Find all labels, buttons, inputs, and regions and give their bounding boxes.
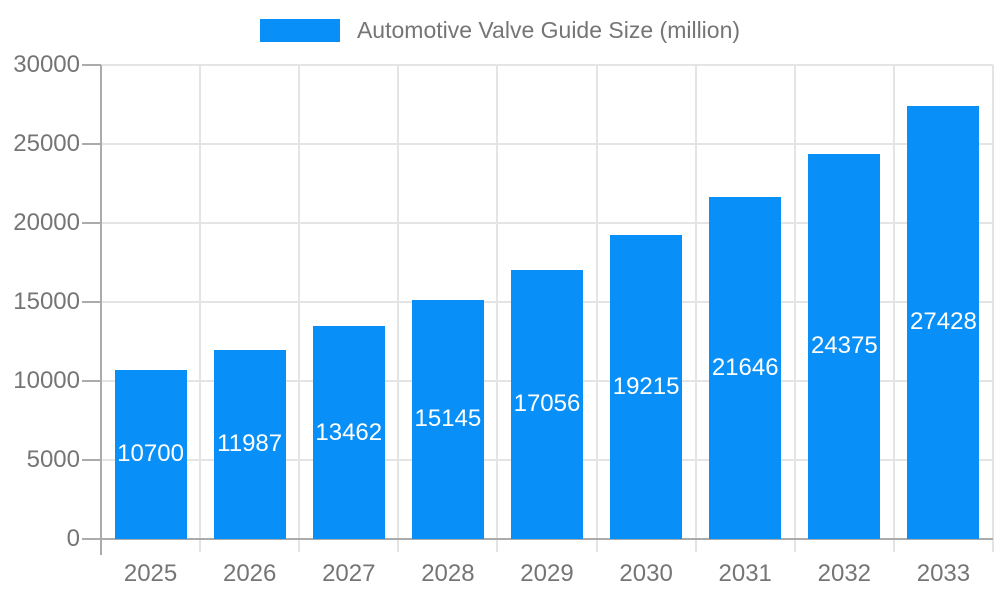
bar-2025 <box>114 369 187 539</box>
bar-value-label: 27428 <box>910 308 977 336</box>
x-tick-label: 2025 <box>123 560 178 587</box>
legend-label: Automotive Valve Guide Size (million) <box>356 17 741 43</box>
h-gridline <box>101 143 993 145</box>
y-tick <box>82 459 101 461</box>
bar-2027 <box>312 326 385 539</box>
h-gridline <box>101 222 993 224</box>
bar-value-label: 19215 <box>612 373 680 401</box>
y-tick-label: 30000 <box>13 51 80 78</box>
legend-swatch-icon <box>259 19 340 42</box>
bar-2026 <box>213 349 286 539</box>
bar-2032 <box>808 153 881 539</box>
v-gridline <box>793 65 796 552</box>
bar-value-label: 11987 <box>217 430 283 458</box>
v-gridline <box>298 65 301 552</box>
y-tick-label: 20000 <box>13 209 80 236</box>
bar-2030 <box>610 235 683 539</box>
y-tick <box>82 143 101 145</box>
v-gridline <box>199 65 202 552</box>
legend-item[interactable]: Automotive Valve Guide Size (million) <box>259 17 741 44</box>
y-tick-label: 0 <box>66 525 80 552</box>
bar-value-label: 10700 <box>117 440 184 468</box>
x-tick-label: 2032 <box>817 560 872 587</box>
y-tick <box>82 380 101 382</box>
x-tick-label: 2030 <box>619 560 673 587</box>
v-gridline <box>595 65 598 552</box>
y-tick <box>82 301 101 303</box>
x-axis-line <box>101 538 993 540</box>
y-tick-label: 10000 <box>13 367 80 394</box>
y-tick-label: 15000 <box>13 288 80 315</box>
y-tick-label: 5000 <box>26 446 80 473</box>
x-tick-label: 2026 <box>222 560 277 587</box>
v-gridline <box>397 65 400 552</box>
y-axis-line <box>100 65 102 555</box>
y-tick-label: 25000 <box>13 130 80 157</box>
legend: Automotive Valve Guide Size (million) <box>0 17 1000 44</box>
v-gridline <box>892 65 895 552</box>
v-gridline <box>496 65 499 552</box>
v-gridline <box>694 65 697 552</box>
x-tick-label: 2028 <box>421 560 475 587</box>
bar-2029 <box>511 269 583 539</box>
x-tick-label: 2033 <box>916 560 971 587</box>
v-gridline <box>992 65 994 552</box>
bar-2031 <box>709 196 782 539</box>
h-gridline <box>101 64 993 66</box>
x-tick-label: 2029 <box>520 560 574 587</box>
bar-2028 <box>411 299 484 539</box>
x-tick-label: 2031 <box>718 560 772 587</box>
y-tick <box>82 64 101 66</box>
bar-value-label: 17056 <box>513 390 581 418</box>
x-tick-label: 2027 <box>322 560 376 587</box>
bar-value-label: 15145 <box>414 405 482 433</box>
bar-2033 <box>907 105 980 539</box>
y-tick <box>82 222 101 224</box>
bar-value-label: 21646 <box>711 353 779 381</box>
bar-value-label: 24375 <box>810 332 878 360</box>
bar-value-label: 13462 <box>315 418 383 446</box>
y-tick <box>82 538 101 540</box>
